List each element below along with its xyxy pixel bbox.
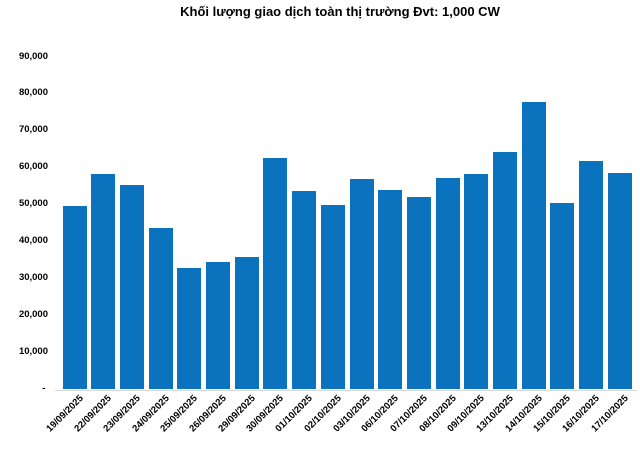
y-axis-label: 20,000 [18,309,48,321]
bar-16-10-2025 [579,161,604,389]
bar-23-09-2025 [119,185,144,389]
y-axis-label: 30,000 [18,272,48,284]
bar-26-09-2025 [206,261,230,389]
bar-02-10-2025 [320,205,345,389]
y-axis-label: 10,000 [18,346,48,358]
y-axis-label: 60,000 [18,161,48,173]
y-axis-label: 50,000 [18,198,48,210]
bar-25-09-2025 [177,268,202,389]
y-axis-label: - [42,383,48,394]
y-axis-label: 40,000 [18,235,48,247]
chart-title: Khối lượng giao dịch toàn thị trường Đvt… [180,4,500,19]
bar-19-09-2025 [62,206,87,389]
bar-22-09-2025 [91,173,116,389]
bar-30-09-2025 [263,158,288,389]
bar-15-10-2025 [550,203,575,389]
y-axis-label: 70,000 [18,124,48,136]
bar-17-10-2025 [607,173,632,389]
y-axis-label: 90,000 [18,50,48,62]
bar-07-10-2025 [406,197,431,389]
y-axis-label: 80,000 [18,87,48,99]
bar-13-10-2025 [493,151,517,389]
bar-14-10-2025 [521,101,546,389]
bar-29-09-2025 [234,256,259,389]
x-axis-line [55,390,637,391]
x-axis-label: 19/09/2025 [43,393,86,435]
bar-09-10-2025 [464,174,489,389]
bar-06-10-2025 [378,189,403,389]
bar-24-09-2025 [148,227,173,389]
bar-08-10-2025 [435,178,460,389]
bar-03-10-2025 [349,179,374,389]
bar-01-10-2025 [292,191,317,389]
